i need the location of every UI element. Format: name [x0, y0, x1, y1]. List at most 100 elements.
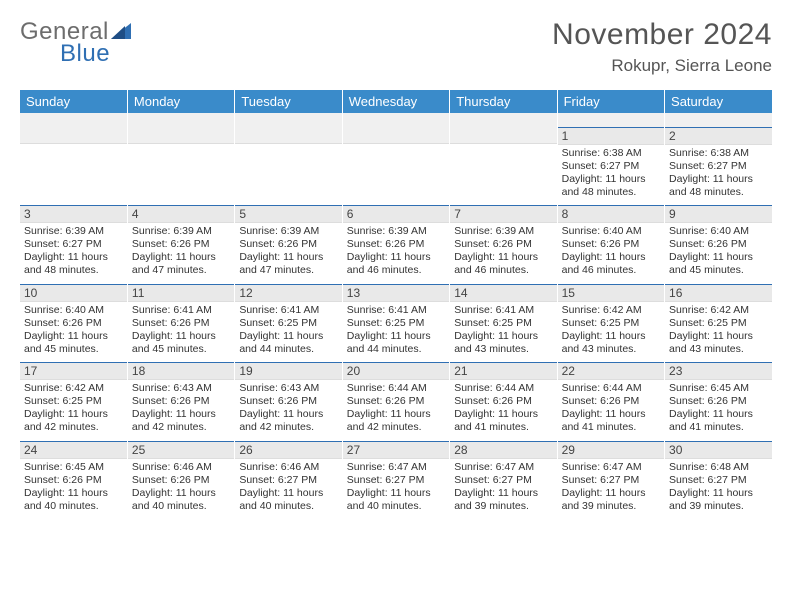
calendar-row: 24Sunrise: 6:45 AMSunset: 6:26 PMDayligh…: [20, 441, 772, 519]
daylight-text: Daylight: 11 hours and 48 minutes.: [24, 251, 123, 277]
daylight-text: Daylight: 11 hours and 40 minutes.: [132, 487, 230, 513]
day-details: Sunrise: 6:39 AMSunset: 6:26 PMDaylight:…: [128, 223, 234, 284]
daylight-text: Daylight: 11 hours and 42 minutes.: [132, 408, 230, 434]
sunset-text: Sunset: 6:26 PM: [239, 395, 337, 408]
day-header: Monday: [127, 90, 234, 113]
day-cell: 11Sunrise: 6:41 AMSunset: 6:26 PMDayligh…: [127, 284, 234, 363]
sunrise-text: Sunrise: 6:47 AM: [454, 461, 552, 474]
day-number: 5: [235, 206, 341, 223]
daylight-text: Daylight: 11 hours and 40 minutes.: [239, 487, 337, 513]
sunset-text: Sunset: 6:26 PM: [239, 238, 337, 251]
sunset-text: Sunset: 6:25 PM: [669, 317, 768, 330]
day-cell: 26Sunrise: 6:46 AMSunset: 6:27 PMDayligh…: [235, 441, 342, 519]
sunset-text: Sunset: 6:26 PM: [24, 474, 123, 487]
day-cell: 24Sunrise: 6:45 AMSunset: 6:26 PMDayligh…: [20, 441, 127, 519]
day-cell: 2Sunrise: 6:38 AMSunset: 6:27 PMDaylight…: [665, 127, 772, 206]
sunrise-text: Sunrise: 6:40 AM: [24, 304, 123, 317]
sunrise-text: Sunrise: 6:42 AM: [24, 382, 123, 395]
sunset-text: Sunset: 6:26 PM: [132, 474, 230, 487]
empty-daynum: [235, 127, 341, 144]
daylight-text: Daylight: 11 hours and 42 minutes.: [239, 408, 337, 434]
daylight-text: Daylight: 11 hours and 45 minutes.: [669, 251, 768, 277]
sunset-text: Sunset: 6:27 PM: [669, 160, 768, 173]
sunrise-text: Sunrise: 6:41 AM: [239, 304, 337, 317]
day-cell: 19Sunrise: 6:43 AMSunset: 6:26 PMDayligh…: [235, 363, 342, 442]
day-details: Sunrise: 6:39 AMSunset: 6:27 PMDaylight:…: [20, 223, 127, 284]
sunset-text: Sunset: 6:26 PM: [669, 238, 768, 251]
sunset-text: Sunset: 6:27 PM: [562, 474, 660, 487]
day-cell: 30Sunrise: 6:48 AMSunset: 6:27 PMDayligh…: [665, 441, 772, 519]
sunset-text: Sunset: 6:27 PM: [347, 474, 445, 487]
daylight-text: Daylight: 11 hours and 45 minutes.: [132, 330, 230, 356]
day-cell: 17Sunrise: 6:42 AMSunset: 6:25 PMDayligh…: [20, 363, 127, 442]
spacer-row: [20, 113, 772, 127]
sunrise-text: Sunrise: 6:46 AM: [132, 461, 230, 474]
day-cell: 27Sunrise: 6:47 AMSunset: 6:27 PMDayligh…: [342, 441, 449, 519]
sunset-text: Sunset: 6:25 PM: [347, 317, 445, 330]
sunset-text: Sunset: 6:26 PM: [562, 395, 660, 408]
day-details: Sunrise: 6:41 AMSunset: 6:25 PMDaylight:…: [450, 302, 556, 363]
day-number: 6: [343, 206, 449, 223]
empty-cell: [235, 127, 342, 206]
day-header: Friday: [557, 90, 664, 113]
empty-daynum: [128, 127, 234, 144]
day-number: 15: [558, 285, 664, 302]
day-number: 28: [450, 442, 556, 459]
day-header: Saturday: [665, 90, 772, 113]
sunrise-text: Sunrise: 6:40 AM: [669, 225, 768, 238]
sunrise-text: Sunrise: 6:48 AM: [669, 461, 768, 474]
sunrise-text: Sunrise: 6:42 AM: [562, 304, 660, 317]
day-cell: 25Sunrise: 6:46 AMSunset: 6:26 PMDayligh…: [127, 441, 234, 519]
day-number: 24: [20, 442, 127, 459]
day-cell: 1Sunrise: 6:38 AMSunset: 6:27 PMDaylight…: [557, 127, 664, 206]
location: Rokupr, Sierra Leone: [552, 56, 772, 76]
day-details: Sunrise: 6:42 AMSunset: 6:25 PMDaylight:…: [20, 380, 127, 441]
day-cell: 8Sunrise: 6:40 AMSunset: 6:26 PMDaylight…: [557, 206, 664, 285]
empty-cell: [127, 127, 234, 206]
daylight-text: Daylight: 11 hours and 43 minutes.: [669, 330, 768, 356]
day-details: Sunrise: 6:47 AMSunset: 6:27 PMDaylight:…: [558, 459, 664, 520]
calendar-row: 17Sunrise: 6:42 AMSunset: 6:25 PMDayligh…: [20, 363, 772, 442]
calendar-row: 10Sunrise: 6:40 AMSunset: 6:26 PMDayligh…: [20, 284, 772, 363]
day-cell: 6Sunrise: 6:39 AMSunset: 6:26 PMDaylight…: [342, 206, 449, 285]
day-details: Sunrise: 6:44 AMSunset: 6:26 PMDaylight:…: [343, 380, 449, 441]
day-number: 16: [665, 285, 772, 302]
sunrise-text: Sunrise: 6:39 AM: [132, 225, 230, 238]
daylight-text: Daylight: 11 hours and 47 minutes.: [239, 251, 337, 277]
day-number: 11: [128, 285, 234, 302]
day-number: 8: [558, 206, 664, 223]
daylight-text: Daylight: 11 hours and 44 minutes.: [239, 330, 337, 356]
day-number: 4: [128, 206, 234, 223]
day-number: 1: [558, 128, 664, 145]
day-details: Sunrise: 6:41 AMSunset: 6:25 PMDaylight:…: [343, 302, 449, 363]
day-number: 3: [20, 206, 127, 223]
sunrise-text: Sunrise: 6:45 AM: [669, 382, 768, 395]
sunset-text: Sunset: 6:27 PM: [239, 474, 337, 487]
day-header: Thursday: [450, 90, 557, 113]
title-block: November 2024 Rokupr, Sierra Leone: [552, 18, 772, 76]
day-number: 14: [450, 285, 556, 302]
day-number: 30: [665, 442, 772, 459]
sunrise-text: Sunrise: 6:47 AM: [347, 461, 445, 474]
daylight-text: Daylight: 11 hours and 48 minutes.: [669, 173, 768, 199]
sunset-text: Sunset: 6:27 PM: [562, 160, 660, 173]
day-details: Sunrise: 6:42 AMSunset: 6:25 PMDaylight:…: [665, 302, 772, 363]
sunset-text: Sunset: 6:26 PM: [347, 238, 445, 251]
day-cell: 16Sunrise: 6:42 AMSunset: 6:25 PMDayligh…: [665, 284, 772, 363]
empty-daynum: [20, 127, 127, 144]
sunrise-text: Sunrise: 6:40 AM: [562, 225, 660, 238]
calendar-row: 1Sunrise: 6:38 AMSunset: 6:27 PMDaylight…: [20, 127, 772, 206]
sunset-text: Sunset: 6:26 PM: [669, 395, 768, 408]
day-cell: 9Sunrise: 6:40 AMSunset: 6:26 PMDaylight…: [665, 206, 772, 285]
calendar-row: 3Sunrise: 6:39 AMSunset: 6:27 PMDaylight…: [20, 206, 772, 285]
day-number: 22: [558, 363, 664, 380]
sunrise-text: Sunrise: 6:46 AM: [239, 461, 337, 474]
day-cell: 29Sunrise: 6:47 AMSunset: 6:27 PMDayligh…: [557, 441, 664, 519]
sunset-text: Sunset: 6:26 PM: [347, 395, 445, 408]
sunset-text: Sunset: 6:26 PM: [132, 395, 230, 408]
day-details: Sunrise: 6:46 AMSunset: 6:26 PMDaylight:…: [128, 459, 234, 520]
daylight-text: Daylight: 11 hours and 48 minutes.: [562, 173, 660, 199]
day-details: Sunrise: 6:38 AMSunset: 6:27 PMDaylight:…: [558, 145, 664, 206]
logo-sail-icon: [111, 18, 131, 46]
day-details: Sunrise: 6:41 AMSunset: 6:26 PMDaylight:…: [128, 302, 234, 363]
